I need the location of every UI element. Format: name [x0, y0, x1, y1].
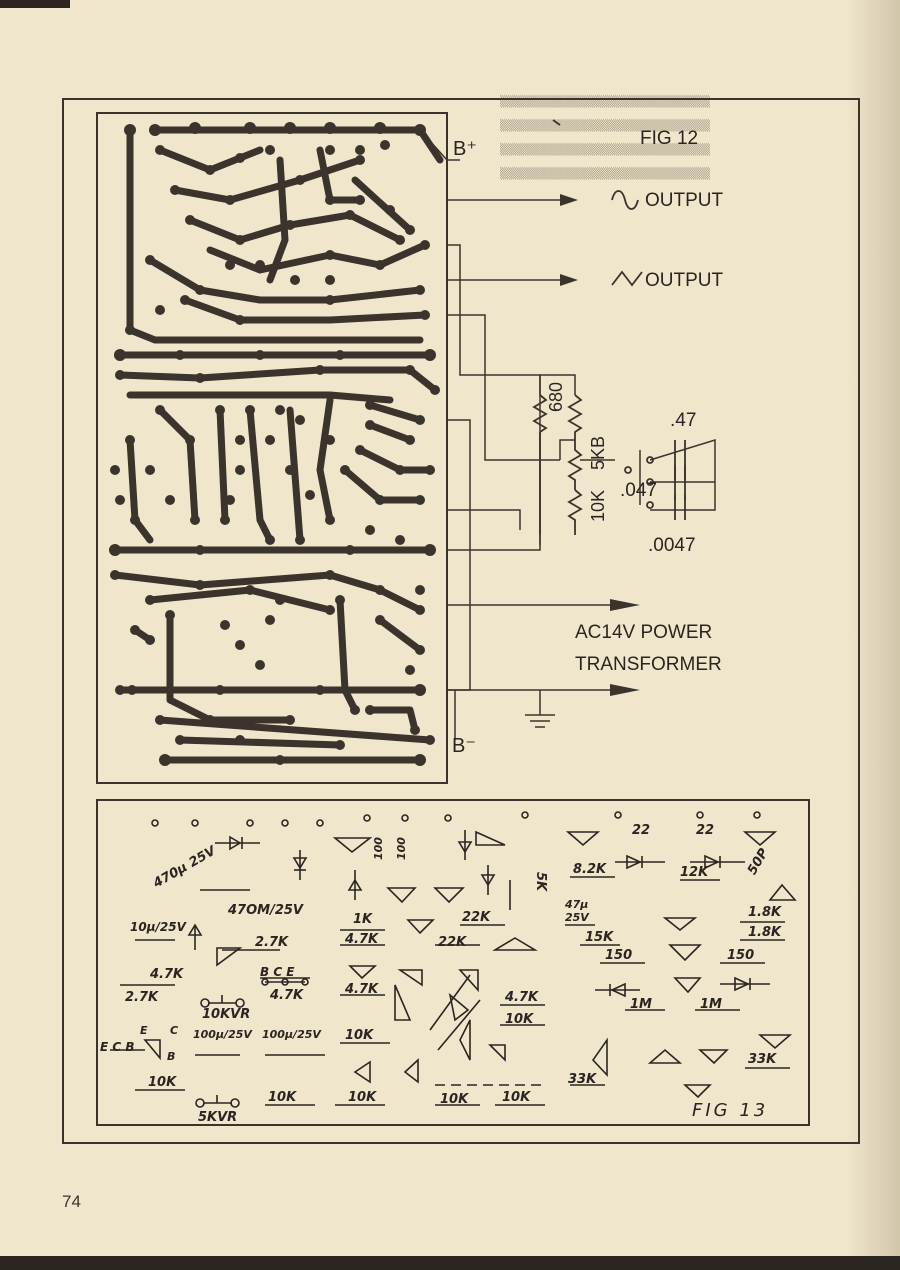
r-33k-label-b: 33K [568, 1072, 597, 1087]
resistor-680-label: 680 [546, 381, 566, 412]
r-33k-label-a: 33K [748, 1052, 777, 1067]
pcb-board-frame [96, 112, 448, 784]
r-10k-label-c: 10K [345, 1028, 374, 1043]
pcb-pads [109, 122, 440, 766]
r-10k-label-g: 10K [502, 1090, 531, 1105]
r-4-7k-label-b: 4.7K [270, 988, 304, 1003]
sine-output-label: OUTPUT [645, 190, 724, 211]
fig13-frame [96, 799, 810, 1126]
r-4-7k-label-d: 4.7K [345, 982, 379, 997]
r-1m-label-b: 1M [700, 997, 722, 1012]
r-1-8k-label-b: 1.8K [748, 925, 782, 940]
cap-470u-25v-label: 47ΟΜ/25V [228, 903, 303, 918]
pot-10kvr-label: 10KVR [202, 1007, 251, 1022]
cap-100u-label-a: 100µ/25V [193, 1028, 252, 1041]
c-pin-label: C [170, 1024, 179, 1037]
r-2-7k-label-a: 2.7K [255, 935, 289, 950]
cap-100u-label-b: 100µ/25V [262, 1028, 321, 1041]
figure-frame [62, 98, 860, 1144]
output-arrows [560, 194, 640, 696]
cap-10u-label: 10µ/25V [130, 920, 186, 934]
page-number: 74 [62, 1192, 81, 1211]
cap-47-label: .47 [670, 410, 697, 431]
pot-5k-label: 5K [533, 872, 548, 892]
r-10k-label-a: 10K [148, 1075, 177, 1090]
r-10k-label-d: 10K [348, 1090, 377, 1105]
r-22-label-a: 22 [632, 823, 651, 838]
r-22k-label-b: 22K [438, 935, 467, 950]
r-1m-label-a: 1M [630, 997, 652, 1012]
r-100-label-a: 100 [372, 837, 385, 860]
r-1-8k-label-a: 1.8K [748, 905, 782, 920]
b-pin-label: B [167, 1050, 176, 1063]
r-22k-label-a: 22K [462, 910, 491, 925]
r-4-7k-label-c: 4.7K [345, 932, 379, 947]
fig13-title: FIG 13 [692, 1100, 769, 1121]
e-pin-label: E [140, 1024, 148, 1037]
cap-47u-label: 47µ 25V [565, 898, 589, 924]
r-10k-label-e: 10K [505, 1012, 534, 1027]
pcb-traces [111, 126, 444, 764]
b-minus-label: B⁻ [452, 735, 476, 757]
r-1k-label: 1K [353, 912, 373, 927]
r-100-label-b: 100 [395, 837, 408, 860]
r-2-7k-label-b: 2.7K [125, 990, 159, 1005]
fig13-component-symbols [110, 811, 797, 1108]
fig12-title: FIG 12 [640, 128, 699, 149]
cap-047-label: .047 [620, 480, 657, 501]
r-15k-label: 15K [585, 930, 614, 945]
r-10k-label-b: 10K [268, 1090, 297, 1105]
r-8-2k-label: 8.2K [573, 862, 607, 877]
b-plus-label: B⁺ [453, 138, 477, 160]
resistor-10k-label: 10K [588, 489, 608, 522]
fig12-resistors [532, 119, 686, 535]
cap-0047-label: .0047 [648, 535, 696, 556]
r-4-7k-label-e: 4.7K [505, 990, 539, 1005]
power-label-line2: TRANSFORMER [575, 654, 722, 675]
r-10k-label-f: 10K [440, 1092, 469, 1107]
ecb-label: E C B [100, 1040, 135, 1054]
external-wiring [419, 129, 716, 740]
r-22-label-b: 22 [696, 823, 715, 838]
triangle-output-label: OUTPUT [645, 270, 724, 291]
pot-5kvr-label: 5KVR [198, 1110, 238, 1125]
r-150-label-a: 150 [605, 948, 633, 963]
pot-5kb-label: 5KB [588, 435, 608, 470]
power-label-line1: AC14V POWER [575, 622, 713, 643]
r-4-7k-label-a: 4.7K [150, 967, 184, 982]
page-bottom-bar [0, 1256, 900, 1270]
r-150-label-b: 150 [727, 948, 755, 963]
bce-label: B C E [260, 965, 295, 979]
page-top-mark [0, 0, 70, 8]
r-12k-label: 12K [680, 865, 709, 880]
